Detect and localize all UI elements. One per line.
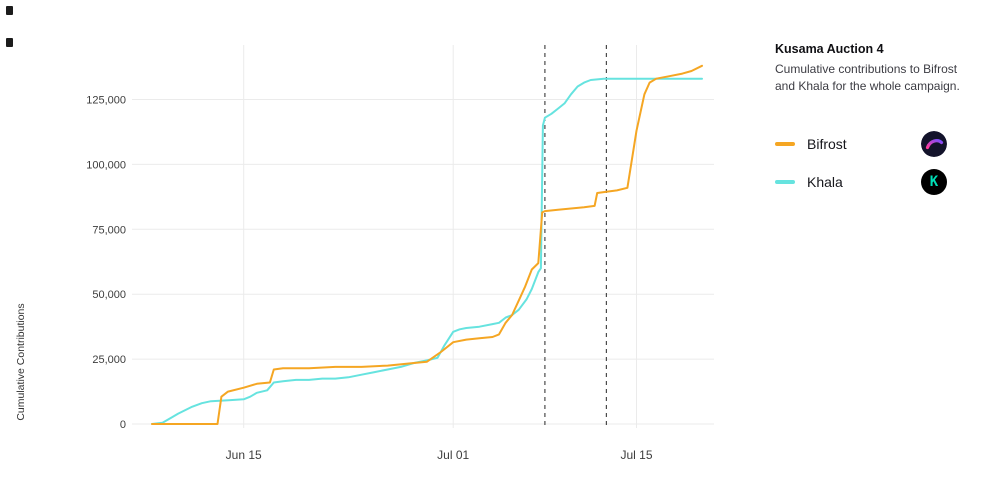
y-tick-label: 125,000 (86, 95, 126, 107)
khala-color-swatch (775, 180, 795, 184)
y-tick-label: 0 (120, 419, 126, 431)
chart-subtitle: Cumulative contributions to Bifrost and … (775, 62, 960, 94)
y-axis-title: Cumulative Contributions (15, 303, 27, 420)
bifrost-logo-icon (921, 130, 947, 157)
legend: Bifrost Khala K (775, 129, 947, 197)
chart-title: Kusama Auction 4 (775, 42, 884, 56)
cumulative-contributions-chart: 0 25,000 50,000 75,000 100,000 125,000 Jun 15 J… (15, 45, 714, 462)
legend-label-bifrost: Bifrost (807, 135, 847, 152)
y-tick-label: 75,000 (92, 224, 126, 236)
y-tick-label: 100,000 (86, 159, 126, 171)
chart-info-panel: Kusama Auction 4 Cumulative contribution… (775, 42, 975, 197)
legend-label-khala: Khala (807, 173, 843, 190)
screen-corner-marks (6, 6, 20, 50)
y-tick-label: 25,000 (92, 354, 126, 366)
series-line-khala (151, 77, 703, 425)
bifrost-color-swatch (775, 142, 795, 146)
legend-item-bifrost[interactable]: Bifrost (775, 129, 947, 159)
x-tick-label: Jul 01 (437, 448, 469, 462)
legend-item-khala[interactable]: Khala K (775, 167, 947, 197)
khala-logo-icon: K (921, 168, 947, 195)
x-tick-label: Jul 15 (620, 448, 652, 462)
x-tick-label: Jun 15 (226, 448, 262, 462)
series-line-bifrost (151, 64, 703, 425)
y-tick-label: 50,000 (92, 289, 126, 301)
